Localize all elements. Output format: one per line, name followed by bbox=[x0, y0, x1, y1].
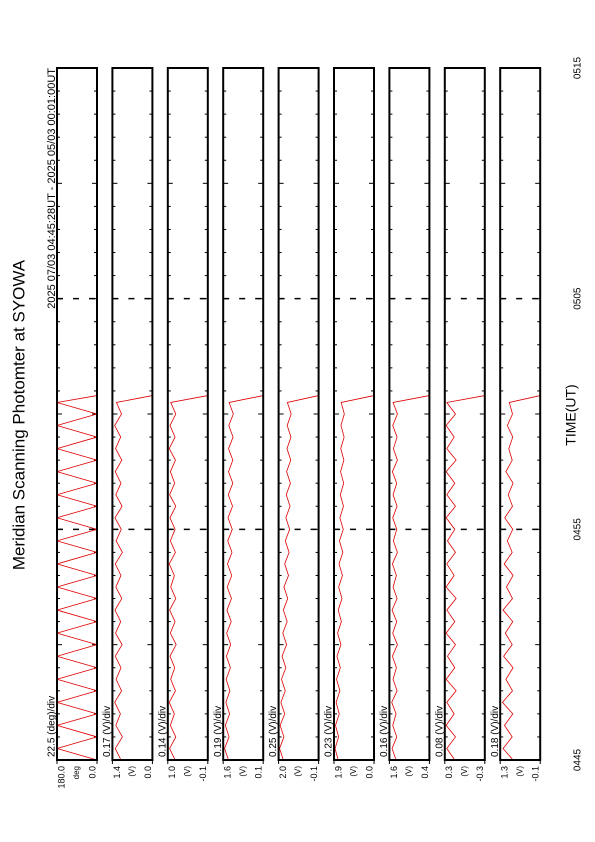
panel-frame bbox=[222, 67, 265, 761]
trace-line bbox=[55, 395, 99, 761]
x-tick-label: 0515 bbox=[573, 56, 584, 79]
scale-label: 0.23 (V)/div bbox=[324, 706, 335, 757]
scale-label: 0.17 (V)/div bbox=[102, 706, 113, 757]
panel-frame bbox=[388, 67, 431, 761]
y-tick-label: 180.0 bbox=[56, 766, 66, 789]
x-tick-label: 0455 bbox=[573, 518, 584, 541]
y-tick-label: 0.0 bbox=[87, 766, 97, 779]
scale-label: 0.16 (V)/div bbox=[379, 706, 390, 757]
trace-line bbox=[334, 395, 375, 761]
chart-subtitle: 2025 07/03 04:45:28UT - 2025 05/03 00:01… bbox=[46, 68, 58, 309]
y-tick-label: 2.0 bbox=[278, 766, 288, 779]
unit-label: (V) bbox=[238, 766, 247, 777]
scale-label: 0.18 (V)/div bbox=[490, 706, 501, 757]
y-tick-label: 1.9 bbox=[333, 766, 343, 779]
y-tick-label: 1.4 bbox=[112, 766, 122, 779]
panel-frame bbox=[443, 67, 486, 761]
trace-line bbox=[168, 395, 208, 761]
trace-line bbox=[391, 395, 430, 761]
y-tick-label: -0.1 bbox=[531, 766, 541, 782]
y-tick-label: 1.6 bbox=[223, 766, 233, 779]
chart-title: Meridian Scanning Photomter at SYOWA bbox=[9, 259, 28, 570]
trace-line bbox=[114, 395, 153, 761]
y-tick-label: 0.3 bbox=[444, 766, 454, 779]
y-tick-label: 0.1 bbox=[254, 766, 264, 779]
panel-frame bbox=[333, 67, 375, 761]
panel-frame bbox=[166, 67, 209, 761]
unit-label: (V) bbox=[294, 766, 303, 777]
trace-line bbox=[445, 395, 485, 761]
unit-label: (V) bbox=[405, 766, 414, 777]
y-tick-label: 1.6 bbox=[389, 766, 399, 779]
trace-line bbox=[279, 395, 319, 761]
y-tick-label: -0.1 bbox=[198, 766, 208, 782]
trace-line bbox=[501, 395, 541, 761]
y-tick-label: 0.0 bbox=[143, 766, 153, 779]
panel-frame bbox=[499, 67, 542, 761]
scale-label: 0.08 (V)/div bbox=[434, 706, 445, 757]
x-tick-label: 0505 bbox=[573, 287, 584, 310]
y-tick-label: 1.3 bbox=[500, 766, 510, 779]
panel-frame bbox=[277, 67, 320, 761]
y-tick-label: 0.0 bbox=[364, 766, 374, 779]
y-tick-label: 1.0 bbox=[167, 766, 177, 779]
scale-label: 0.19 (V)/div bbox=[213, 706, 224, 757]
unit-label: (V) bbox=[460, 766, 469, 777]
panel-frame bbox=[56, 67, 98, 761]
panel-frame bbox=[111, 67, 154, 761]
unit-label: (V) bbox=[515, 766, 524, 777]
x-tick-label: 0445 bbox=[573, 748, 584, 771]
unit-label: (V) bbox=[349, 766, 358, 777]
scale-label: 0.25 (V)/div bbox=[268, 706, 279, 757]
unit-label: (V) bbox=[128, 766, 137, 777]
trace-line bbox=[224, 395, 264, 761]
unit-label: deg bbox=[72, 766, 81, 779]
x-axis-label: TIME(UT) bbox=[563, 384, 579, 445]
y-tick-label: -0.1 bbox=[309, 766, 319, 782]
y-tick-label: 0.4 bbox=[420, 766, 430, 779]
y-tick-label: -0.3 bbox=[475, 766, 485, 782]
unit-label: (V) bbox=[183, 766, 192, 777]
scale-label: 22.5 (deg)/div bbox=[47, 696, 58, 757]
scale-label: 0.14 (V)/div bbox=[157, 706, 168, 757]
